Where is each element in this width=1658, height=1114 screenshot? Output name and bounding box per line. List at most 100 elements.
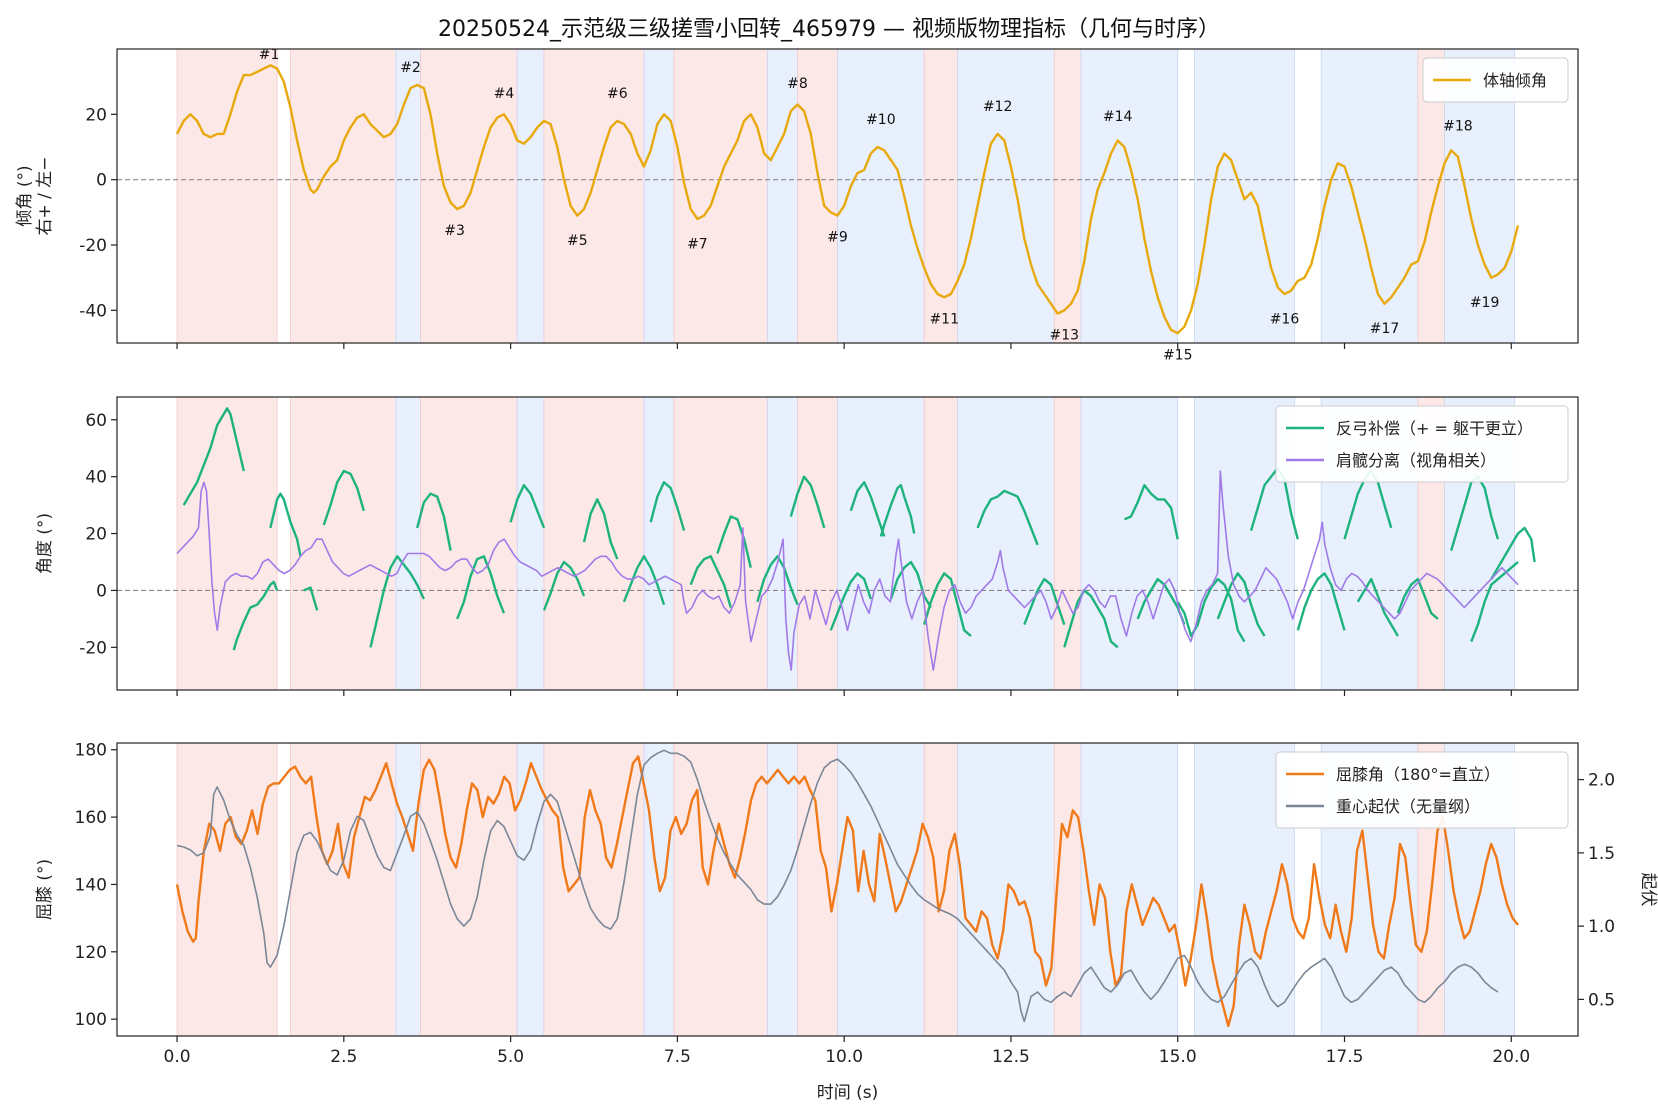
phase-span-left bbox=[643, 397, 675, 690]
axes-frame bbox=[116, 742, 1579, 1037]
ytick-right-label: 0.5 bbox=[1588, 990, 1615, 1010]
legend-entry: 反弓补偿（+ = 躯干更立） bbox=[1336, 419, 1533, 438]
phase-span-left bbox=[837, 49, 925, 343]
peak-label: #5 bbox=[567, 233, 588, 249]
phase-span-left bbox=[516, 49, 545, 343]
series-segment bbox=[1063, 589, 1119, 649]
phase-spans bbox=[176, 49, 1516, 343]
phase-span-right bbox=[420, 743, 518, 1036]
panel-angles: -20 0 20 40 60 角度 (°) 反弓补偿（+ = 躯干更立） 肩髋分离（视角相关） bbox=[35, 396, 1579, 696]
legend-entry: 重心起伏（无量纲） bbox=[1336, 797, 1480, 816]
ytick-right-label: 1.5 bbox=[1588, 844, 1615, 864]
series-segment bbox=[923, 572, 972, 637]
series-segment bbox=[1470, 561, 1519, 643]
phase-span-left bbox=[395, 397, 421, 690]
phase-span-left bbox=[837, 743, 925, 1036]
series-group bbox=[176, 407, 1536, 671]
peak-label: #1 bbox=[259, 47, 280, 63]
series-segment bbox=[182, 407, 245, 506]
peak-label: #18 bbox=[1443, 119, 1473, 135]
series-segment bbox=[269, 492, 302, 557]
ytick-label: 140 bbox=[75, 875, 107, 895]
series-segment bbox=[849, 481, 886, 537]
phase-span-right bbox=[673, 49, 768, 343]
phase-span-right bbox=[420, 397, 518, 690]
phase-span-left bbox=[957, 397, 1055, 690]
phase-span-right bbox=[290, 743, 397, 1036]
series-segment bbox=[232, 580, 279, 651]
series-segment bbox=[622, 555, 666, 606]
series-segment bbox=[689, 555, 732, 608]
phase-span-right bbox=[176, 743, 278, 1036]
legend-box bbox=[1275, 405, 1569, 483]
series-segment bbox=[1123, 484, 1179, 540]
peak-label: #15 bbox=[1163, 347, 1193, 363]
series-line-1 bbox=[176, 749, 1499, 1023]
phase-span-left bbox=[957, 743, 1055, 1036]
series-segment bbox=[716, 515, 752, 568]
peak-label: #9 bbox=[827, 230, 848, 246]
series-segment bbox=[1490, 526, 1536, 580]
phase-span-right bbox=[923, 397, 958, 690]
phase-span-left bbox=[767, 49, 798, 343]
ylabel-sub: 右+ / 左− bbox=[35, 156, 55, 235]
ylabel-right: 起伏 bbox=[1638, 873, 1658, 907]
phase-span-left bbox=[643, 49, 675, 343]
series-segment bbox=[1249, 466, 1299, 540]
xtick-label: 12.5 bbox=[992, 1047, 1030, 1067]
series-segment bbox=[456, 555, 506, 620]
legend: 屈膝角（180°=直立） 重心起伏（无量纲） bbox=[1275, 751, 1569, 829]
panel-knee: 100 120 140 160 180 0.5 1.0 1.5 2.0 起伏 0.0 2.5 5.0 7.… bbox=[35, 741, 1658, 1103]
phase-span-right bbox=[176, 397, 278, 690]
series-segment bbox=[369, 555, 425, 648]
axes-frame bbox=[116, 396, 1579, 691]
series-line-1 bbox=[176, 470, 1519, 671]
ytick-right-label: 2.0 bbox=[1588, 771, 1615, 791]
peak-label: #12 bbox=[983, 99, 1013, 115]
ytick-label: 60 bbox=[85, 411, 107, 431]
ytick-label: 180 bbox=[75, 741, 107, 761]
phase-span-right bbox=[797, 49, 838, 343]
series-line-0 bbox=[175, 755, 1519, 1028]
series-line-0 bbox=[175, 64, 1520, 335]
xtick-label: 0.0 bbox=[164, 1047, 191, 1067]
peak-label: #13 bbox=[1050, 328, 1080, 344]
xtick-label: 15.0 bbox=[1159, 1047, 1197, 1067]
phase-span-right bbox=[797, 743, 838, 1036]
series-segment bbox=[829, 572, 872, 631]
phase-span-right bbox=[290, 397, 397, 690]
phase-span-right bbox=[1053, 397, 1082, 690]
chart-title: 20250524_示范级三级搓雪小回转_465979 — 视频版物理指标（几何与… bbox=[438, 17, 1220, 42]
phase-span-left bbox=[1080, 397, 1179, 690]
series-segment bbox=[649, 481, 686, 532]
phase-span-left bbox=[395, 743, 421, 1036]
series-segment bbox=[879, 484, 916, 537]
phase-span-left bbox=[1320, 49, 1419, 343]
series-group bbox=[175, 749, 1519, 1028]
legend-entry: 屈膝角（180°=直立） bbox=[1336, 765, 1500, 784]
phase-span-right bbox=[543, 49, 645, 343]
phase-span-left bbox=[516, 743, 545, 1036]
legend-box bbox=[1275, 751, 1569, 829]
phase-span-right bbox=[923, 49, 958, 343]
legend-box bbox=[1422, 57, 1569, 103]
series-segment bbox=[756, 555, 799, 606]
xtick-label: 10.0 bbox=[825, 1047, 863, 1067]
ytick-label: 0 bbox=[96, 171, 107, 191]
ytick-label: -20 bbox=[79, 236, 107, 256]
peak-label: #16 bbox=[1270, 311, 1300, 327]
ylabel: 屈膝 (°) bbox=[35, 859, 55, 920]
xtick-label: 17.5 bbox=[1326, 1047, 1364, 1067]
peak-label: #10 bbox=[866, 112, 896, 128]
series-segment bbox=[303, 586, 319, 611]
series-segment bbox=[1396, 577, 1439, 620]
series-segment bbox=[889, 560, 932, 609]
series-segment bbox=[789, 475, 826, 529]
xtick-label: 2.5 bbox=[330, 1047, 357, 1067]
xtick-label: 20.0 bbox=[1492, 1047, 1530, 1067]
legend-entry: 肩髋分离（视角相关） bbox=[1336, 451, 1496, 470]
ytick-label: 40 bbox=[85, 468, 107, 488]
phase-span-right bbox=[923, 743, 958, 1036]
peak-label: #8 bbox=[787, 76, 808, 92]
